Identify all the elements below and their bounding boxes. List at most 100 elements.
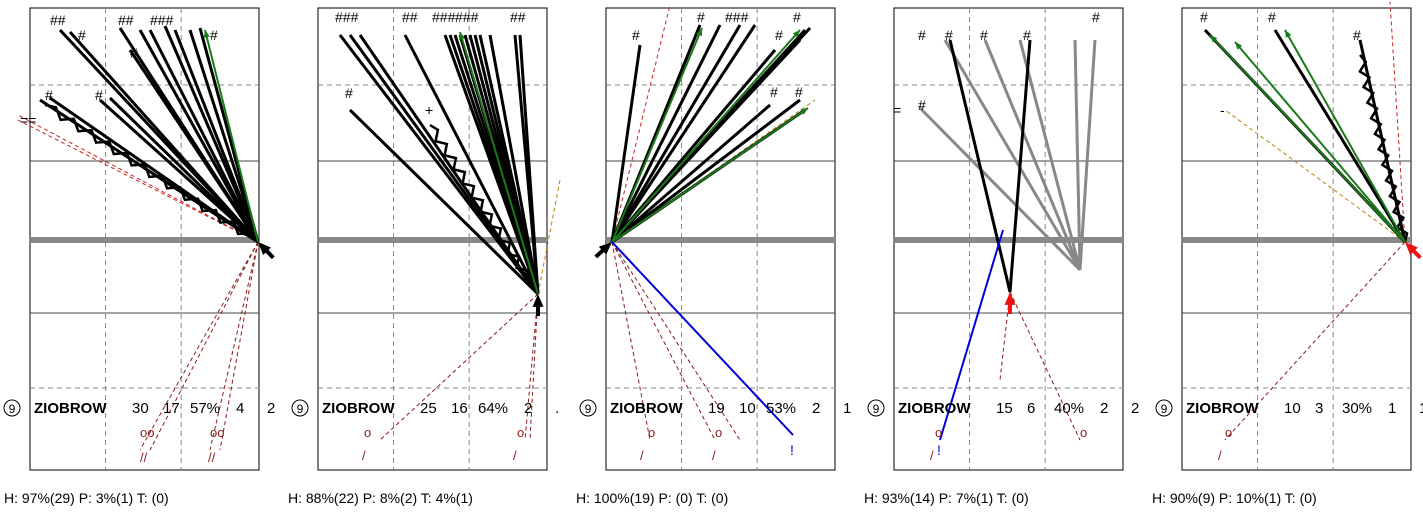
highlight-line: [939, 229, 1004, 441]
shot-line: [1008, 39, 1032, 293]
shot-mark: #: [632, 27, 640, 43]
footer-summary: H: 97%(29) P: 3%(1) T: (0): [4, 490, 169, 506]
player-name: ZIOBROW: [34, 400, 107, 417]
shot-mark: =: [893, 102, 901, 118]
miss-line: [1009, 291, 1081, 441]
miss-mark: o: [935, 425, 942, 440]
shot-mark: #: [697, 9, 705, 25]
miss-mark: o: [648, 425, 655, 440]
shot-panel: ## ## #### ### #==////oo oo9 ZIOBROW 30 17 57% 4 2H…: [3, 7, 275, 506]
stat-value: 2: [524, 400, 532, 417]
shot-mark: ###: [150, 12, 174, 28]
player-name: ZIOBROW: [898, 400, 971, 417]
plus-arrow-head: [203, 30, 210, 38]
miss-line: [1224, 241, 1406, 441]
stat-value: 30%: [1342, 400, 1372, 417]
shot-line: [610, 44, 642, 243]
plus-line: [1234, 41, 1406, 243]
shot-mark: #: [770, 84, 778, 100]
miss-line: [149, 241, 259, 451]
stat-value: 10: [739, 400, 756, 417]
shooter-arrow-head: [1004, 292, 1016, 305]
stat-value: 16: [451, 400, 468, 417]
stat-value: 4: [236, 400, 244, 417]
shot-line: [610, 24, 757, 243]
shot-line-grey: [1073, 39, 1082, 271]
stat-value: 10: [1284, 400, 1301, 417]
shot-line-grey: [918, 106, 1082, 272]
stat-value: 2: [1131, 400, 1139, 417]
miss-mark: o: [364, 425, 371, 440]
miss-line: [524, 293, 539, 441]
miss-line: [1389, 1, 1406, 243]
shot-mark: #: [95, 87, 103, 103]
shot-line-deflected: [44, 103, 260, 243]
footer-summary: H: 93%(14) P: 7%(1) T: (0): [864, 490, 1029, 506]
highlight-mark: !: [937, 442, 941, 458]
shot-mark: #: [775, 27, 783, 43]
shot-mark: ==: [20, 112, 36, 128]
miss-mark: oo: [210, 425, 224, 440]
shot-line-grey: [983, 39, 1082, 271]
miss-line: [529, 293, 539, 441]
plus-line: [1284, 29, 1406, 243]
shot-mark: #: [918, 27, 926, 43]
plus-line: [611, 27, 703, 243]
footer-summary: H: 88%(22) P: 8%(2) T: 4%(1): [288, 490, 473, 506]
shot-mark: #: [45, 87, 53, 103]
shot-panel: ### ## ### ### ###+//o o9 ZIOBROW 25 16 64% 2 .H: 8…: [288, 7, 561, 506]
stat-value: 2: [1100, 400, 1108, 417]
shot-line: [173, 29, 260, 243]
stat-value: 17: [163, 400, 180, 417]
miss-mark: /: [1218, 448, 1222, 463]
plus-arrow-head: [1285, 30, 1292, 38]
miss-mark: oo: [140, 425, 154, 440]
player-number: 9: [1161, 402, 1168, 416]
shot-mark: #: [793, 9, 801, 25]
highlight-line: [611, 241, 794, 436]
player-name: ZIOBROW: [610, 400, 683, 417]
shot-mark: #: [130, 45, 138, 61]
shot-line: [478, 34, 540, 295]
shot-mark: #: [1023, 27, 1031, 43]
stat-value: 30: [132, 400, 149, 417]
shot-line: [610, 24, 742, 243]
miss-line: [17, 119, 259, 243]
footer-summary: H: 100%(19) P: (0) T: (0): [576, 490, 728, 506]
shot-panel: # # # - /o 9 ZIOBROW 10 3 30% 1 1 H: 90%(9) P: 10%(1…: [1152, 1, 1423, 506]
stat-value: .: [555, 400, 559, 417]
shot-mark: #: [1268, 9, 1276, 25]
shot-mark: #: [1092, 9, 1100, 25]
shot-line-grey: [1078, 39, 1097, 271]
player-number: 9: [873, 402, 880, 416]
shot-line-grey: [943, 39, 1082, 271]
shot-line: [518, 34, 540, 295]
miss-mark: //: [208, 450, 216, 465]
miss-mark: /: [513, 448, 517, 463]
stat-value: 25: [420, 400, 437, 417]
stat-value: 1: [1419, 400, 1423, 417]
miss-line: [611, 241, 651, 441]
shot-mark: #: [78, 27, 86, 43]
miss-line: [17, 114, 259, 243]
shot-line: [1273, 29, 1407, 243]
plus-line: [459, 31, 539, 295]
shot-mark: ###: [432, 9, 456, 25]
stat-value: 53%: [766, 400, 796, 417]
stat-value: 6: [1027, 400, 1035, 417]
shot-line: [610, 26, 812, 244]
shot-line-deflected: [429, 123, 540, 295]
shot-line-grey: [1018, 39, 1082, 271]
shot-line: [488, 34, 540, 295]
shot-line: [948, 39, 1012, 293]
player-number: 9: [297, 402, 304, 416]
plus-line: [611, 29, 801, 243]
shot-line: [148, 29, 260, 243]
miss-line: [139, 241, 259, 451]
stat-value: 57%: [190, 400, 220, 417]
minus-line: [537, 179, 561, 295]
stat-value: 1: [843, 400, 851, 417]
miss-mark: /: [712, 448, 716, 463]
stat-value: 19: [708, 400, 725, 417]
stat-value: 64%: [478, 400, 508, 417]
